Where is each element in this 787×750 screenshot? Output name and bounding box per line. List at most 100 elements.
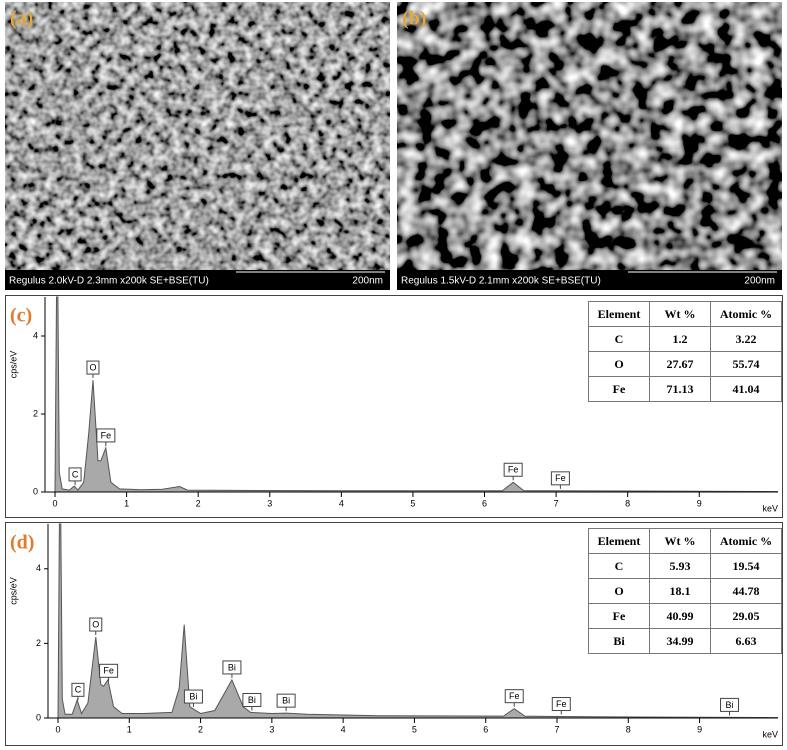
annotation-box (86, 360, 100, 375)
y-axis-title: cps/eV (8, 577, 18, 605)
panel-label: (b) (402, 8, 426, 30)
annotation-box (504, 689, 524, 704)
table-cell: 19.54 (710, 553, 782, 579)
annotation: Bi (282, 696, 290, 706)
annotation: C (72, 469, 79, 479)
table-cell: Fe (588, 376, 650, 402)
table-cell: 55.74 (710, 351, 782, 377)
annotation: O (92, 619, 99, 629)
table-header: Element (588, 528, 650, 554)
x-tick-label: 2 (196, 498, 201, 508)
caption-bar (5, 270, 390, 290)
annotation: Bi (248, 695, 256, 705)
composition-table: Element Wt % Atomic % C 5.93 19.54 O 18.1 44.78 F… (588, 528, 782, 654)
y-tick-label: 0 (36, 712, 41, 722)
y-tick-label: 4 (36, 563, 41, 573)
annotation: Bi (726, 700, 734, 710)
table-header: Wt % (649, 301, 711, 327)
table-cell: 3.22 (710, 326, 782, 352)
panel-label: (a) (10, 8, 33, 30)
y-tick-label: 2 (36, 638, 41, 648)
x-tick-label: 9 (697, 498, 702, 508)
table-cell: 34.99 (649, 628, 711, 654)
x-axis-title: keV (762, 729, 778, 739)
x-tick-label: 6 (482, 498, 487, 508)
annotation-box (99, 663, 119, 678)
annotation-box (89, 617, 103, 632)
table-header: Atomic % (710, 301, 782, 327)
table-header: Element (588, 301, 650, 327)
y-tick-label: 0 (33, 486, 38, 496)
image-caption: Regulus 2.0kV-D 2.3mm x200k SE+BSE(TU) (9, 276, 209, 287)
y-tick-label: 2 (33, 408, 38, 418)
x-tick-label: 3 (269, 724, 274, 734)
annotation-box (720, 697, 740, 712)
annotation: Fe (509, 691, 520, 701)
table-cell: 5.93 (649, 553, 711, 579)
table-cell: 29.05 (710, 603, 782, 629)
table-cell: 40.99 (649, 603, 711, 629)
spectrum (54, 296, 779, 493)
annotation-box (71, 682, 85, 697)
annotation: Fe (103, 666, 114, 676)
x-tick-label: 8 (626, 724, 631, 734)
annotation: Fe (556, 699, 567, 709)
x-tick-label: 9 (697, 724, 702, 734)
table-cell: C (588, 553, 650, 579)
sem-texture (5, 2, 390, 270)
table-cell: 41.04 (710, 376, 782, 402)
table-cell: 27.67 (649, 351, 711, 377)
table-cell: Bi (588, 628, 650, 654)
x-tick-label: 2 (198, 724, 203, 734)
annotation: Fe (555, 473, 566, 483)
table-header: Atomic % (710, 528, 782, 554)
composition-table: Element Wt % Atomic % C 1.2 3.22 O 27.67 55.74 Fe… (588, 301, 782, 402)
x-tick-label: 0 (55, 724, 60, 734)
x-tick-label: 7 (554, 724, 559, 734)
annotation-box (68, 467, 82, 482)
annotation-box (242, 692, 262, 707)
annotation-box (550, 471, 570, 486)
table-cell: C (588, 326, 650, 352)
scale-label: 200nm (352, 276, 383, 287)
annotation: Bi (189, 691, 197, 701)
annotation-box (183, 689, 203, 704)
x-tick-label: 7 (554, 498, 559, 508)
x-tick-label: 6 (483, 724, 488, 734)
panel-frame (5, 295, 783, 518)
y-tick-label: 4 (33, 330, 38, 340)
annotation-box (276, 693, 296, 708)
x-tick-label: 5 (410, 498, 415, 508)
annotation-box (551, 697, 571, 712)
annotation: C (75, 685, 82, 695)
panel-label: (d) (10, 532, 34, 554)
x-tick-label: 4 (339, 498, 344, 508)
x-tick-label: 1 (127, 724, 132, 734)
table-cell: 1.2 (649, 326, 711, 352)
annotation: O (89, 362, 96, 372)
image-caption: Regulus 1.5kV-D 2.1mm x200k SE+BSE(TU) (401, 276, 601, 287)
table-cell: O (588, 351, 650, 377)
annotation: Bi (228, 662, 236, 672)
panel-frame (5, 522, 783, 746)
annotation: Fe (508, 465, 519, 475)
annotation-box (96, 428, 116, 443)
table-header: Wt % (649, 528, 711, 554)
x-tick-label: 3 (267, 498, 272, 508)
table-cell: 18.1 (649, 578, 711, 604)
annotation-box (503, 462, 523, 477)
table-cell: 71.13 (649, 376, 711, 402)
table-cell: Fe (588, 603, 650, 629)
x-tick-label: 5 (412, 724, 417, 734)
x-tick-label: 4 (341, 724, 346, 734)
table-cell: O (588, 578, 650, 604)
annotation-box (222, 660, 242, 675)
spectrum (57, 523, 779, 719)
scale-label: 200nm (744, 276, 775, 287)
y-axis-title: cps/eV (8, 351, 18, 379)
x-tick-label: 8 (625, 498, 630, 508)
x-axis-title: keV (762, 503, 778, 513)
panel-label: (c) (10, 305, 32, 327)
